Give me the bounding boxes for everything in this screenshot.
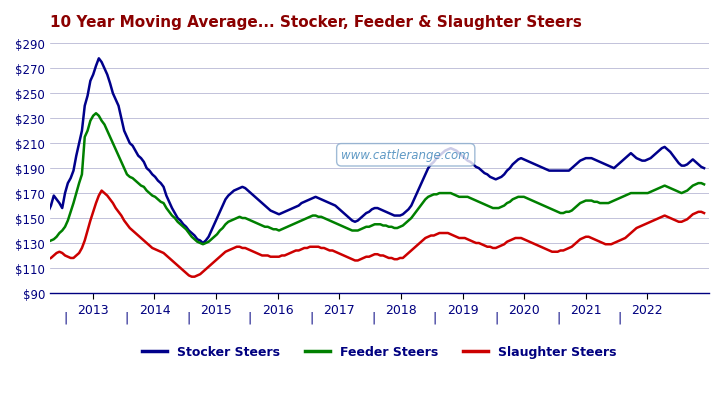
Text: |: |: [63, 311, 67, 324]
Text: |: |: [556, 311, 560, 324]
Text: |: |: [309, 311, 313, 324]
Legend: Stocker Steers, Feeder Steers, Slaughter Steers: Stocker Steers, Feeder Steers, Slaughter…: [137, 340, 622, 363]
Text: |: |: [371, 311, 375, 324]
Text: www.cattlerange.com: www.cattlerange.com: [341, 149, 470, 162]
Text: |: |: [494, 311, 499, 324]
Text: |: |: [433, 311, 437, 324]
Text: |: |: [248, 311, 252, 324]
Text: |: |: [125, 311, 129, 324]
Text: |: |: [618, 311, 622, 324]
Text: |: |: [186, 311, 190, 324]
Text: 10 Year Moving Average... Stocker, Feeder & Slaughter Steers: 10 Year Moving Average... Stocker, Feede…: [50, 15, 581, 30]
